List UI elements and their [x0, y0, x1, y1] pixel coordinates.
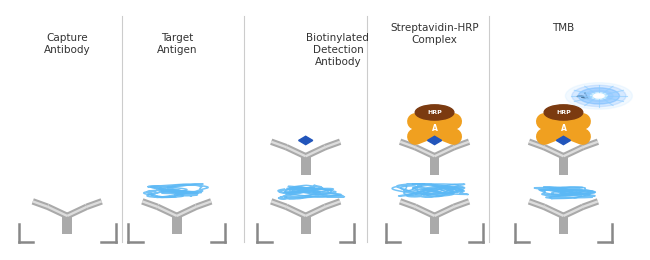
Circle shape	[415, 105, 454, 120]
Text: Biotinylated
Detection
Antibody: Biotinylated Detection Antibody	[306, 33, 369, 67]
Polygon shape	[428, 136, 441, 145]
Circle shape	[544, 105, 583, 120]
Text: Streptavidin-HRP
Complex: Streptavidin-HRP Complex	[390, 23, 479, 45]
Circle shape	[585, 90, 613, 101]
Circle shape	[590, 93, 607, 99]
Text: A: A	[560, 125, 566, 133]
Circle shape	[578, 88, 619, 104]
FancyBboxPatch shape	[558, 216, 568, 234]
FancyBboxPatch shape	[62, 216, 72, 234]
Circle shape	[593, 94, 604, 98]
Text: HRP: HRP	[556, 110, 571, 115]
Circle shape	[572, 85, 626, 107]
FancyBboxPatch shape	[430, 156, 439, 175]
Circle shape	[566, 83, 632, 109]
FancyBboxPatch shape	[430, 216, 439, 234]
FancyBboxPatch shape	[301, 216, 311, 234]
Text: HRP: HRP	[427, 110, 442, 115]
FancyBboxPatch shape	[172, 216, 182, 234]
FancyBboxPatch shape	[301, 156, 311, 175]
Text: TMB: TMB	[552, 23, 575, 33]
FancyBboxPatch shape	[558, 156, 568, 175]
Text: Target
Antigen: Target Antigen	[157, 33, 197, 55]
Polygon shape	[298, 136, 313, 145]
Polygon shape	[556, 136, 571, 145]
Text: A: A	[432, 125, 437, 133]
Text: Capture
Antibody: Capture Antibody	[44, 33, 90, 55]
